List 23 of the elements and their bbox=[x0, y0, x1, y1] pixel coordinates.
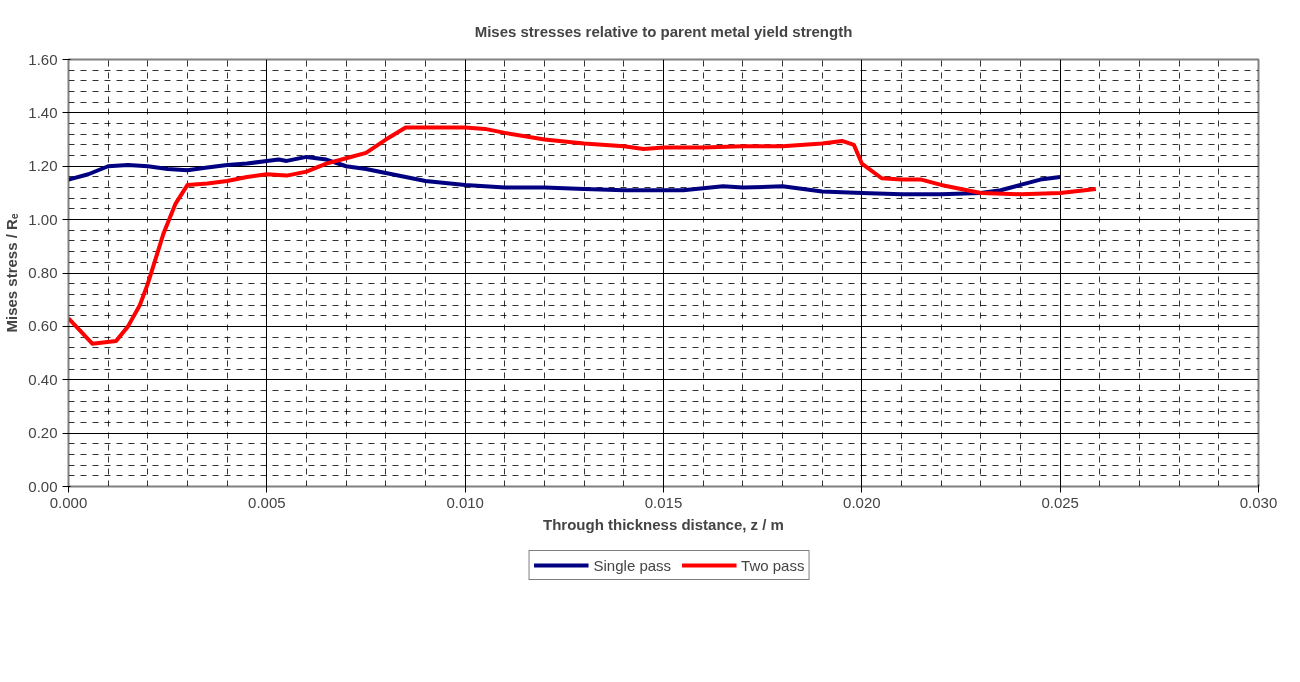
y-tick-label: 0.80 bbox=[28, 264, 58, 281]
y-tick-label: 0.20 bbox=[28, 424, 58, 442]
y-tick-label: 0.60 bbox=[28, 317, 58, 335]
y-tick-label: 1.40 bbox=[28, 103, 58, 121]
x-tick-label: 0.030 bbox=[1239, 493, 1278, 511]
x-tick-label: 0.020 bbox=[843, 493, 881, 511]
x-tick-label: 0.010 bbox=[446, 493, 484, 511]
line-series bbox=[68, 125, 1098, 346]
chart-title: Mises stresses relative to parent metal yield strength bbox=[474, 22, 853, 40]
legend-label: Two pass bbox=[741, 556, 805, 574]
x-tick-label: 0.015 bbox=[644, 493, 683, 511]
y-tick-label: 1.60 bbox=[28, 50, 58, 68]
x-tick-label: 0.000 bbox=[49, 493, 88, 511]
y-tick-label: 1.00 bbox=[28, 210, 58, 228]
legend-label: Single pass bbox=[593, 556, 672, 574]
x-axis-title: Through thickness distance, z / m bbox=[543, 515, 784, 533]
y-axis-title: Mises stress / Rₑ bbox=[3, 213, 21, 333]
y-tick-label: 0.40 bbox=[28, 370, 58, 388]
x-tick-label: 0.025 bbox=[1041, 493, 1079, 511]
line-series bbox=[68, 154, 1063, 197]
y-tick-label: 1.20 bbox=[28, 157, 58, 175]
y-tick-label: 0.00 bbox=[28, 477, 58, 495]
x-tick-label: 0.005 bbox=[248, 493, 286, 511]
